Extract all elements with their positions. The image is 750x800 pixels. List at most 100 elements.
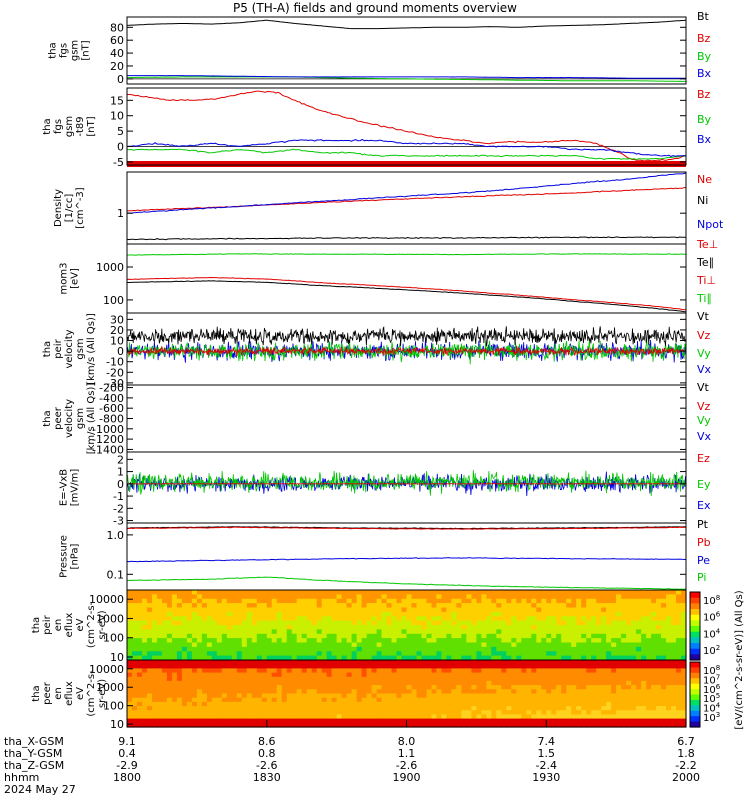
- legend-pt: Pt: [697, 518, 709, 531]
- series-line-npot: [126, 172, 687, 214]
- x-gsm-tick: 8.0: [398, 735, 416, 748]
- legend-bx: Bx: [697, 133, 712, 146]
- y-tick-label: 0: [117, 478, 124, 491]
- y-tick-label: 10: [110, 110, 124, 123]
- hhmm-tick: 1930: [532, 771, 560, 784]
- legend-vt: Vt: [697, 381, 710, 394]
- series-line-by: [126, 76, 686, 82]
- legend-vx: Vx: [697, 430, 712, 443]
- y-tick-label: -5: [113, 156, 124, 169]
- date-label: 2024 May 27: [4, 783, 76, 796]
- y-axis-label: fgs: [53, 119, 64, 134]
- y-axis-label: [nT]: [81, 40, 92, 60]
- y-tick-label: 15: [110, 94, 124, 107]
- y-axis-label: (cm^2-s-: [86, 670, 97, 717]
- colorbar-tick: 104: [703, 627, 721, 640]
- y-axis-label: -t89: [75, 116, 86, 136]
- hhmm-tick: 2000: [672, 771, 700, 784]
- legend-ti⊥: Ti⊥: [696, 274, 716, 287]
- colorbar-tick: 108: [703, 594, 720, 607]
- x-gsm-tick: 9.1: [118, 735, 136, 748]
- x-axis: 9.10.4-2.918008.60.8-2.618308.01.1-2.619…: [4, 720, 700, 796]
- series-line-0: [126, 338, 687, 363]
- y-axis-label: en: [53, 687, 64, 700]
- legend-ne: Ne: [697, 173, 712, 186]
- y-tick-label: 10000: [89, 593, 124, 606]
- panel-moms_temperature: 100 1000 Te⊥ Te∥ Ti⊥ Ti∥ mom3 [eV]: [59, 238, 718, 314]
- y-axis-label: tha: [31, 617, 42, 633]
- y-tick-label: 30: [110, 313, 124, 326]
- legend-by: By: [697, 50, 712, 63]
- y-axis-label: E=-VxB: [59, 469, 70, 506]
- y-axis-label: velocity: [64, 399, 75, 438]
- legend-bx: Bx: [697, 67, 712, 80]
- y-tick-label: -2: [113, 502, 124, 515]
- x-gsm-tick: 8.6: [258, 735, 276, 748]
- panel-fgs_gsm_minus_t89: -5 0 5 10 15 Bz By Bx tha fgs gsm -t89 [nT]: [42, 87, 712, 169]
- y-tick-label: 0: [117, 73, 124, 86]
- legend-te⊥: Te⊥: [696, 238, 718, 251]
- y-axis-label: tha: [42, 410, 53, 426]
- y-tick-label: 0.1: [107, 568, 125, 581]
- series-line-bz: [127, 90, 687, 162]
- red-bar-indicator: [127, 161, 686, 167]
- y-axis-label: [mV/m]: [70, 469, 81, 507]
- y-axis-label: fgs: [59, 43, 70, 58]
- y-axis-label: eV: [75, 687, 86, 700]
- y-axis-label: tha: [42, 118, 53, 134]
- y-axis-label: [nPa]: [70, 543, 81, 569]
- y-axis-label: peer: [42, 681, 53, 705]
- z-gsm-tick: -2.2: [675, 759, 696, 772]
- legend-vz: Vz: [697, 400, 711, 413]
- y-axis-label: gsm: [64, 116, 75, 137]
- series-line-pb: [126, 526, 687, 530]
- colorbar-tick: 102: [703, 644, 720, 657]
- y-tick-label: 10: [110, 335, 124, 348]
- series-line-bx: [126, 138, 687, 157]
- y-axis-label: eflux: [64, 681, 75, 706]
- y-tick-label: 1.0: [107, 529, 125, 542]
- legend-bz: Bz: [697, 88, 711, 101]
- y-axis-label: en: [53, 619, 64, 632]
- y-axis-label: sr-eV): [97, 610, 108, 639]
- z-gsm-tick: -2.6: [256, 759, 277, 772]
- y-tick-label: 1: [117, 466, 124, 479]
- hhmm-tick: 1900: [393, 771, 421, 784]
- legend-vz: Vz: [697, 329, 711, 342]
- panel-peer_en_eflux: 10 100 1000 10000 tha peer en eflux eV (cm^2-s-sr…: [31, 659, 687, 731]
- legend-ti∥: Ti∥: [696, 292, 712, 305]
- y-axis-label: tha: [48, 42, 59, 58]
- y-axis-label: [km/s (All Qs)]: [86, 313, 97, 385]
- y-tick-label: -600: [99, 402, 124, 415]
- panel-pressure: 0.1 1.0 Pt Pb Pe Pi Pressure [nPa]: [59, 518, 711, 591]
- y-axis-label: eV: [75, 618, 86, 631]
- series-line-2: [126, 482, 687, 485]
- y-axis-label: mom3: [59, 263, 70, 295]
- legend-vx: Vx: [697, 363, 712, 376]
- series-line-ti∥: [127, 253, 687, 256]
- y-tick-label: -3: [113, 515, 124, 528]
- y-tick-label: 1000: [96, 261, 124, 274]
- legend-vt: Vt: [697, 310, 710, 323]
- x-row-label: hhmm: [4, 771, 39, 784]
- y-axis-label: Pressure: [59, 535, 70, 578]
- y-axis-label: gsm: [75, 408, 86, 429]
- y-tick-label: 10: [110, 651, 124, 664]
- y-tick-label: 40: [110, 47, 124, 60]
- y-tick-label: 0: [117, 141, 124, 154]
- y-axis-label: eflux: [64, 613, 75, 638]
- z-gsm-tick: -2.4: [536, 759, 557, 772]
- legend-bz: Bz: [697, 32, 711, 45]
- y-axis-label: [eV]: [70, 268, 81, 289]
- series-line-te∥: [127, 280, 687, 313]
- x-gsm-tick: 6.7: [677, 735, 695, 748]
- series-line-ne: [126, 186, 687, 212]
- series-line-bx: [127, 75, 686, 79]
- legend-ex: Ex: [697, 499, 711, 512]
- y-gsm-tick: 1.8: [677, 747, 695, 760]
